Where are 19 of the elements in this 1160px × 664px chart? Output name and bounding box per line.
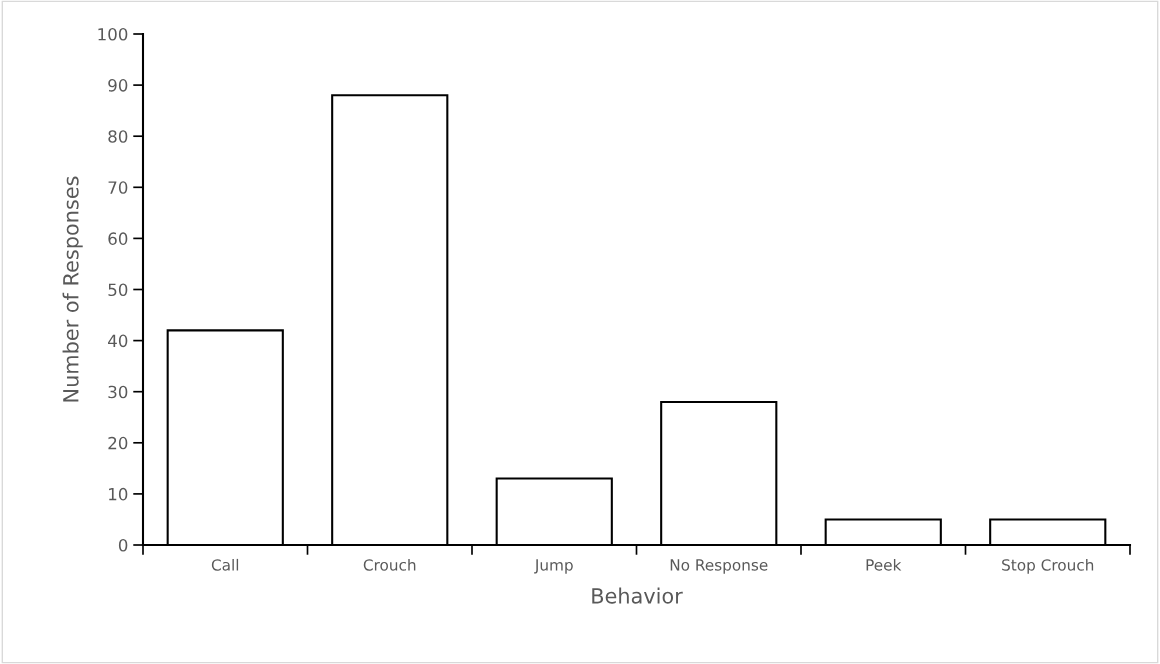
y-tick-label: 60 [108,232,128,245]
y-tick-label: 0 [118,538,128,552]
y-tick-label: 10 [109,487,128,501]
y-tick-label: 90 [108,79,128,92]
x-tick-label: Call [211,558,239,571]
x-axis-title: Behavior [592,587,683,604]
x-tick-label: Crouch [363,558,416,571]
x-tick-label: Jump [534,559,573,574]
y-tick-label: 50 [108,283,128,297]
y-tick-label: 30 [108,385,128,399]
y-tick-label: 20 [108,436,128,450]
y-tick-label: 40 [108,334,128,348]
y-tick-label: 70 [108,181,128,194]
y-axis-title: Number of Responses [62,176,83,402]
x-tick-label: Stop Crouch [1002,558,1094,574]
x-tick-label: No Response [670,559,768,574]
y-tick-label: 100 [98,27,128,41]
y-tick-label: 80 [108,130,128,143]
x-tick-label: Peek [866,558,902,571]
